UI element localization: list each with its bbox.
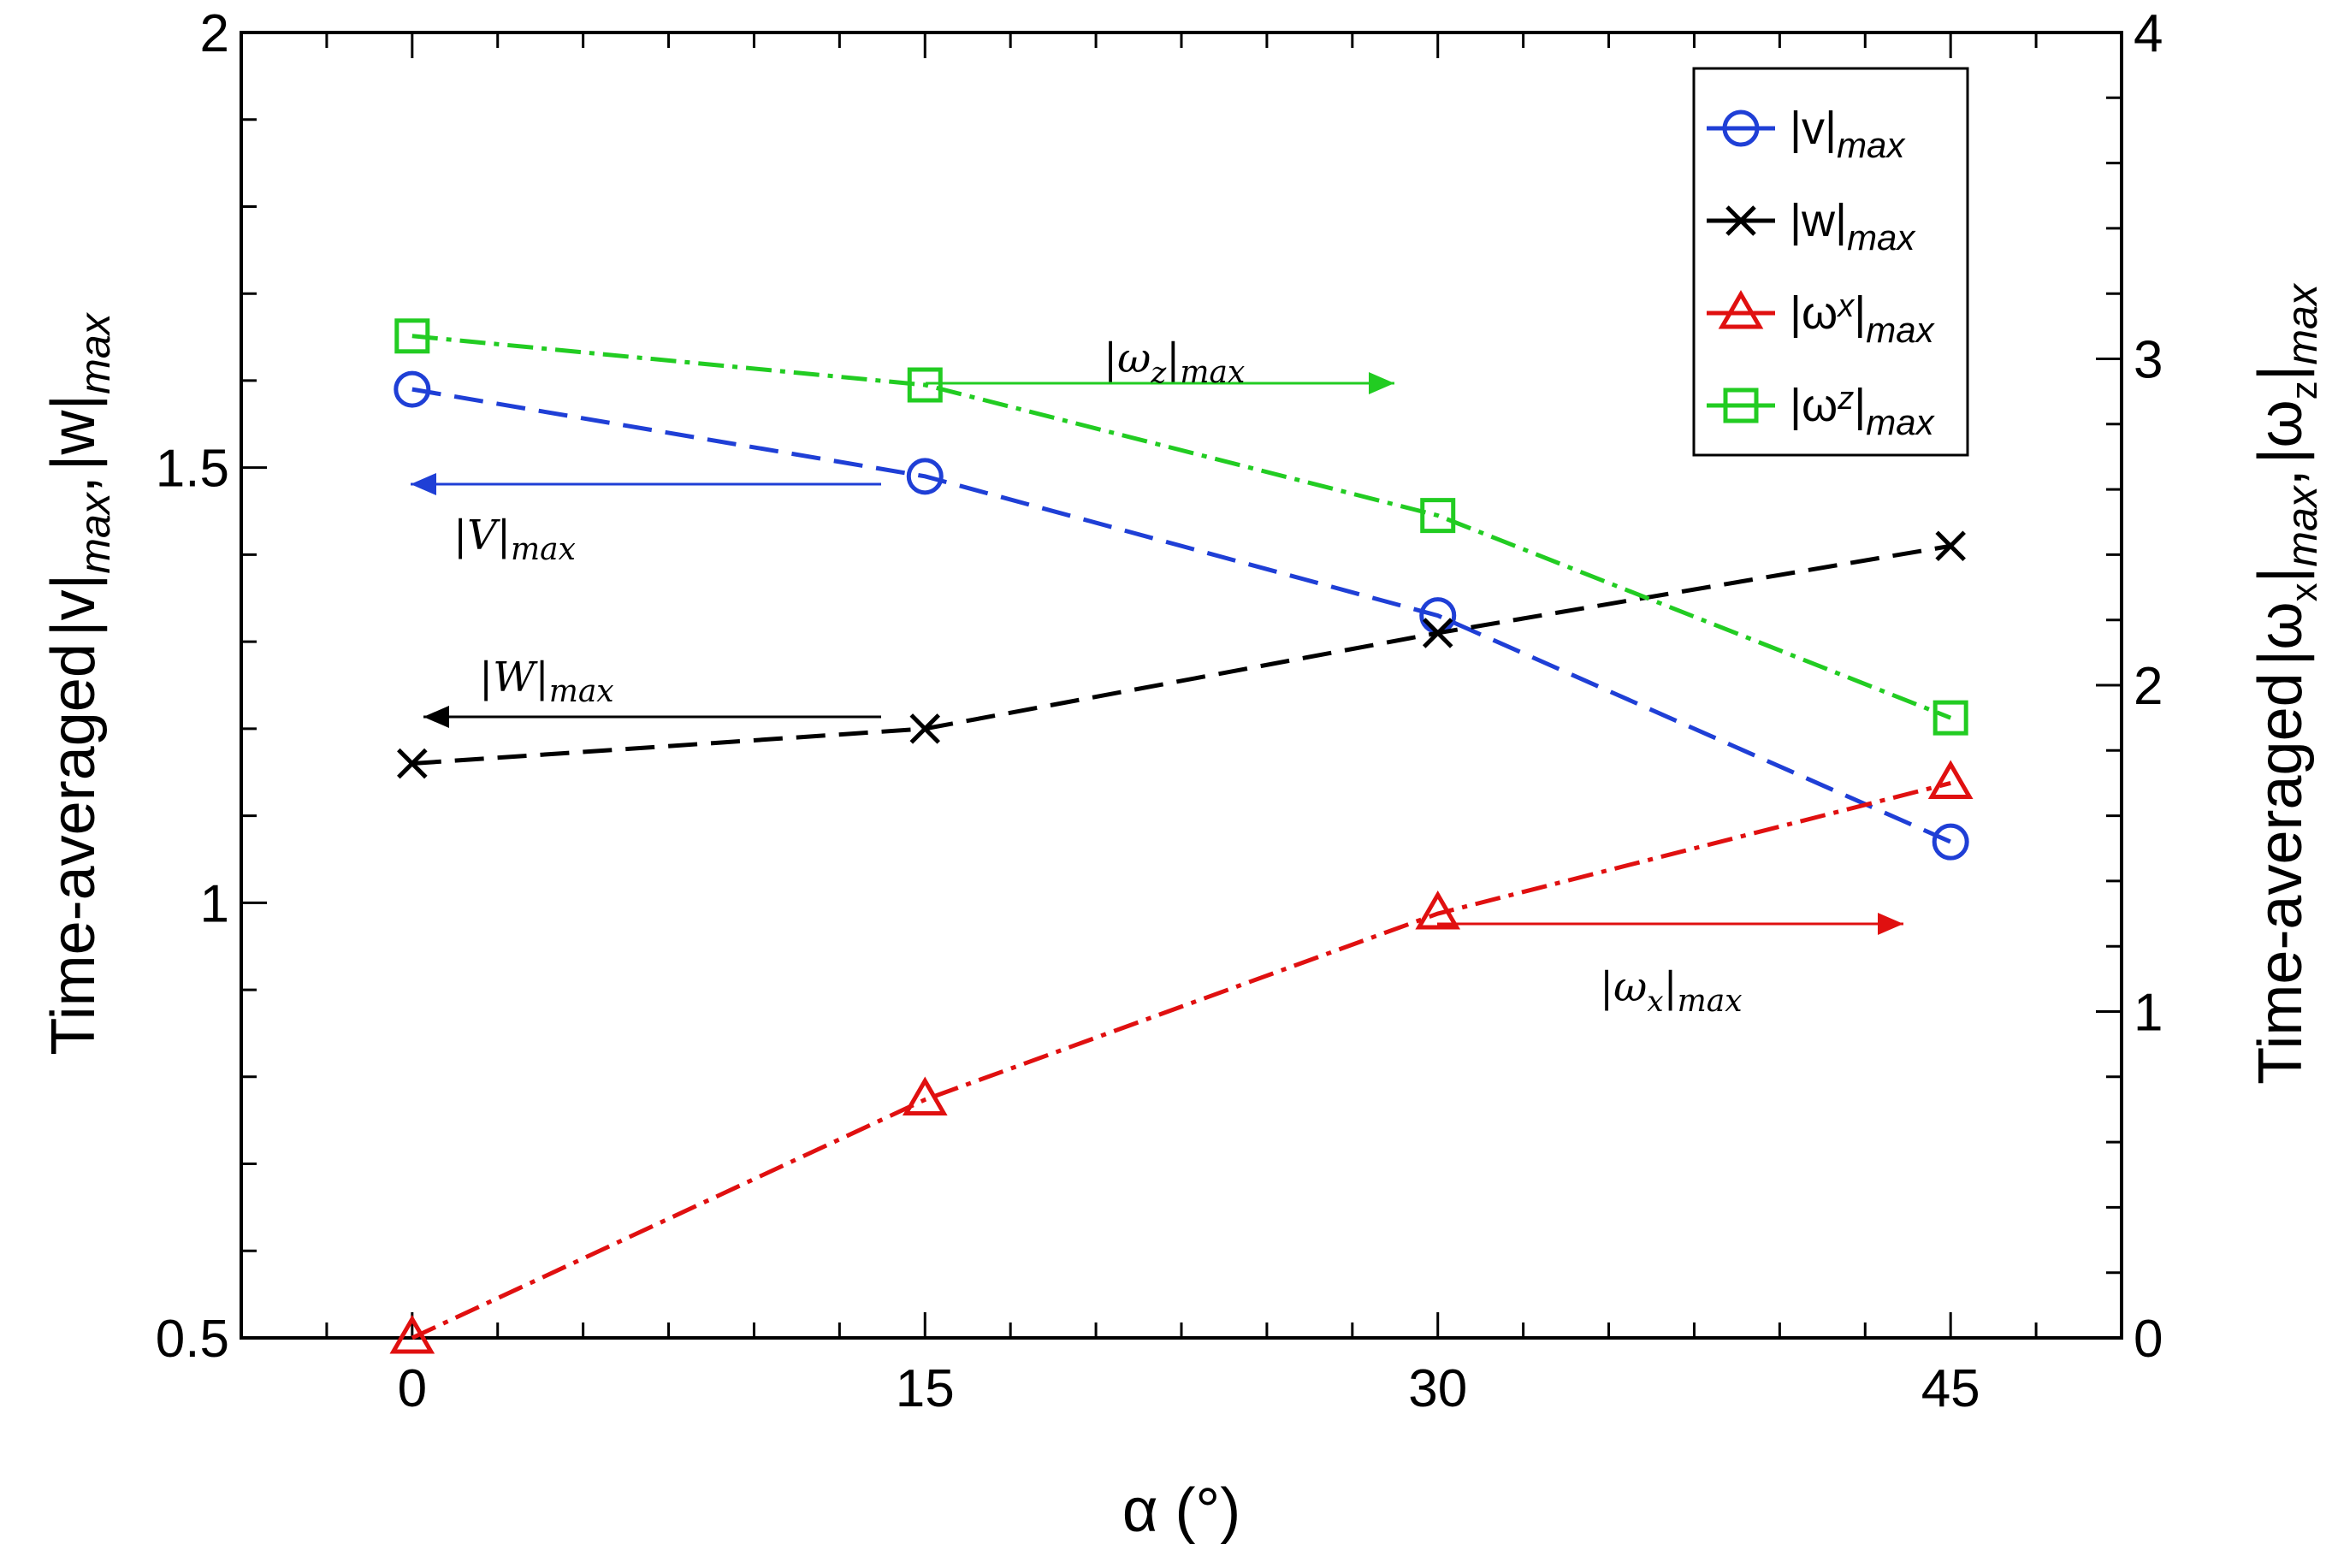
annotation-arrow-head <box>411 473 436 495</box>
y-right-tick-label: 4 <box>2134 4 2163 63</box>
data-point <box>394 318 430 354</box>
legend-marker <box>1723 388 1759 423</box>
annotation-3: |W|max <box>423 654 881 728</box>
series-2 <box>397 530 1966 779</box>
y-left-tick-label: 1.5 <box>156 440 229 499</box>
data-point <box>902 1076 948 1116</box>
series-4 <box>394 318 1968 736</box>
y-left-tick-label: 0.5 <box>156 1310 229 1369</box>
series-line <box>411 334 1952 720</box>
y-right-tick-label: 3 <box>2134 331 2163 390</box>
data-point <box>1932 700 1968 736</box>
data-point <box>906 458 944 495</box>
x-tick-label: 30 <box>1408 1359 1467 1418</box>
series-line <box>411 543 1951 766</box>
legend: |v|max |w|max |ωx|max |ωz|max <box>1692 67 1969 457</box>
legend-item-1: |v|max <box>1707 103 1906 165</box>
annotation-arrow-head <box>1878 913 1903 935</box>
y-left-tick-label: 2 <box>200 4 229 63</box>
annotation-4: |ωx|max <box>1437 913 1903 1019</box>
series-line <box>411 387 1952 844</box>
legend-label: |ωx|max <box>1790 287 1936 350</box>
data-point <box>1422 618 1453 648</box>
annotation-arrow-head <box>1369 372 1394 394</box>
annotation-label: |ωx|max <box>1600 963 1743 1019</box>
series-3 <box>389 760 1974 1354</box>
data-point <box>394 370 431 408</box>
y-right-tick-label: 0 <box>2134 1310 2163 1369</box>
y-right-tick-label: 2 <box>2134 657 2163 716</box>
data-point <box>1927 760 1974 799</box>
data-point <box>907 367 943 403</box>
y-right-tick-label: 1 <box>2134 984 2163 1043</box>
tick-labels: 0 15 30 45 0.5 1 1.5 2 0 1 2 3 4 <box>156 4 2163 1418</box>
annotation-2: |V|max <box>411 473 881 567</box>
plot-frame <box>240 31 2123 1340</box>
x-axis-title: α (°) <box>1122 1476 1240 1545</box>
series-1 <box>394 370 1969 861</box>
x-tick-label: 0 <box>398 1359 427 1418</box>
y-axis-title-left: Time-averaged|v|max,|w|max <box>39 311 119 1055</box>
data-point <box>1415 891 1461 930</box>
series-layer <box>389 318 1974 1354</box>
annotation-label: |V|max <box>453 512 576 567</box>
legend-item-2: |w|max <box>1707 195 1916 257</box>
annotation-arrow-head <box>423 706 449 728</box>
legend-label: |v|max <box>1790 103 1906 165</box>
annotations: |ωz|max |V|max |W|max |ωx|max <box>411 334 1903 1019</box>
marker-x-stroke <box>1935 530 1966 561</box>
data-point <box>389 1315 435 1354</box>
legend-item-4: |ωz|max <box>1707 380 1936 442</box>
series-line <box>411 781 1951 1340</box>
y-axis-title-right: Time-averaged|ωx|max,|ωz|max <box>2246 282 2326 1085</box>
marker-x-stroke <box>1422 618 1453 648</box>
y-left-tick-label: 1 <box>200 874 229 933</box>
data-point <box>397 748 428 779</box>
annotation-label: |W|max <box>479 654 614 709</box>
annotation-1: |ωz|max <box>926 334 1394 394</box>
legend-marker <box>1718 290 1764 329</box>
data-point <box>909 713 941 744</box>
marker-x-stroke <box>1725 205 1756 236</box>
x-tick-label: 15 <box>896 1359 955 1418</box>
x-tick-label: 45 <box>1921 1359 1980 1418</box>
legend-marker <box>1725 205 1756 236</box>
marker-x-stroke <box>397 748 428 779</box>
annotation-label: |ωz|max <box>1104 334 1245 390</box>
legend-label: |ωz|max <box>1790 380 1936 442</box>
legend-marker <box>1722 109 1760 147</box>
data-point <box>1932 823 1969 861</box>
data-point <box>1935 530 1966 561</box>
marker-x-stroke <box>909 713 941 744</box>
legend-item-3: |ωx|max <box>1707 287 1936 350</box>
data-point <box>1420 498 1456 534</box>
legend-label: |w|max <box>1790 195 1916 257</box>
